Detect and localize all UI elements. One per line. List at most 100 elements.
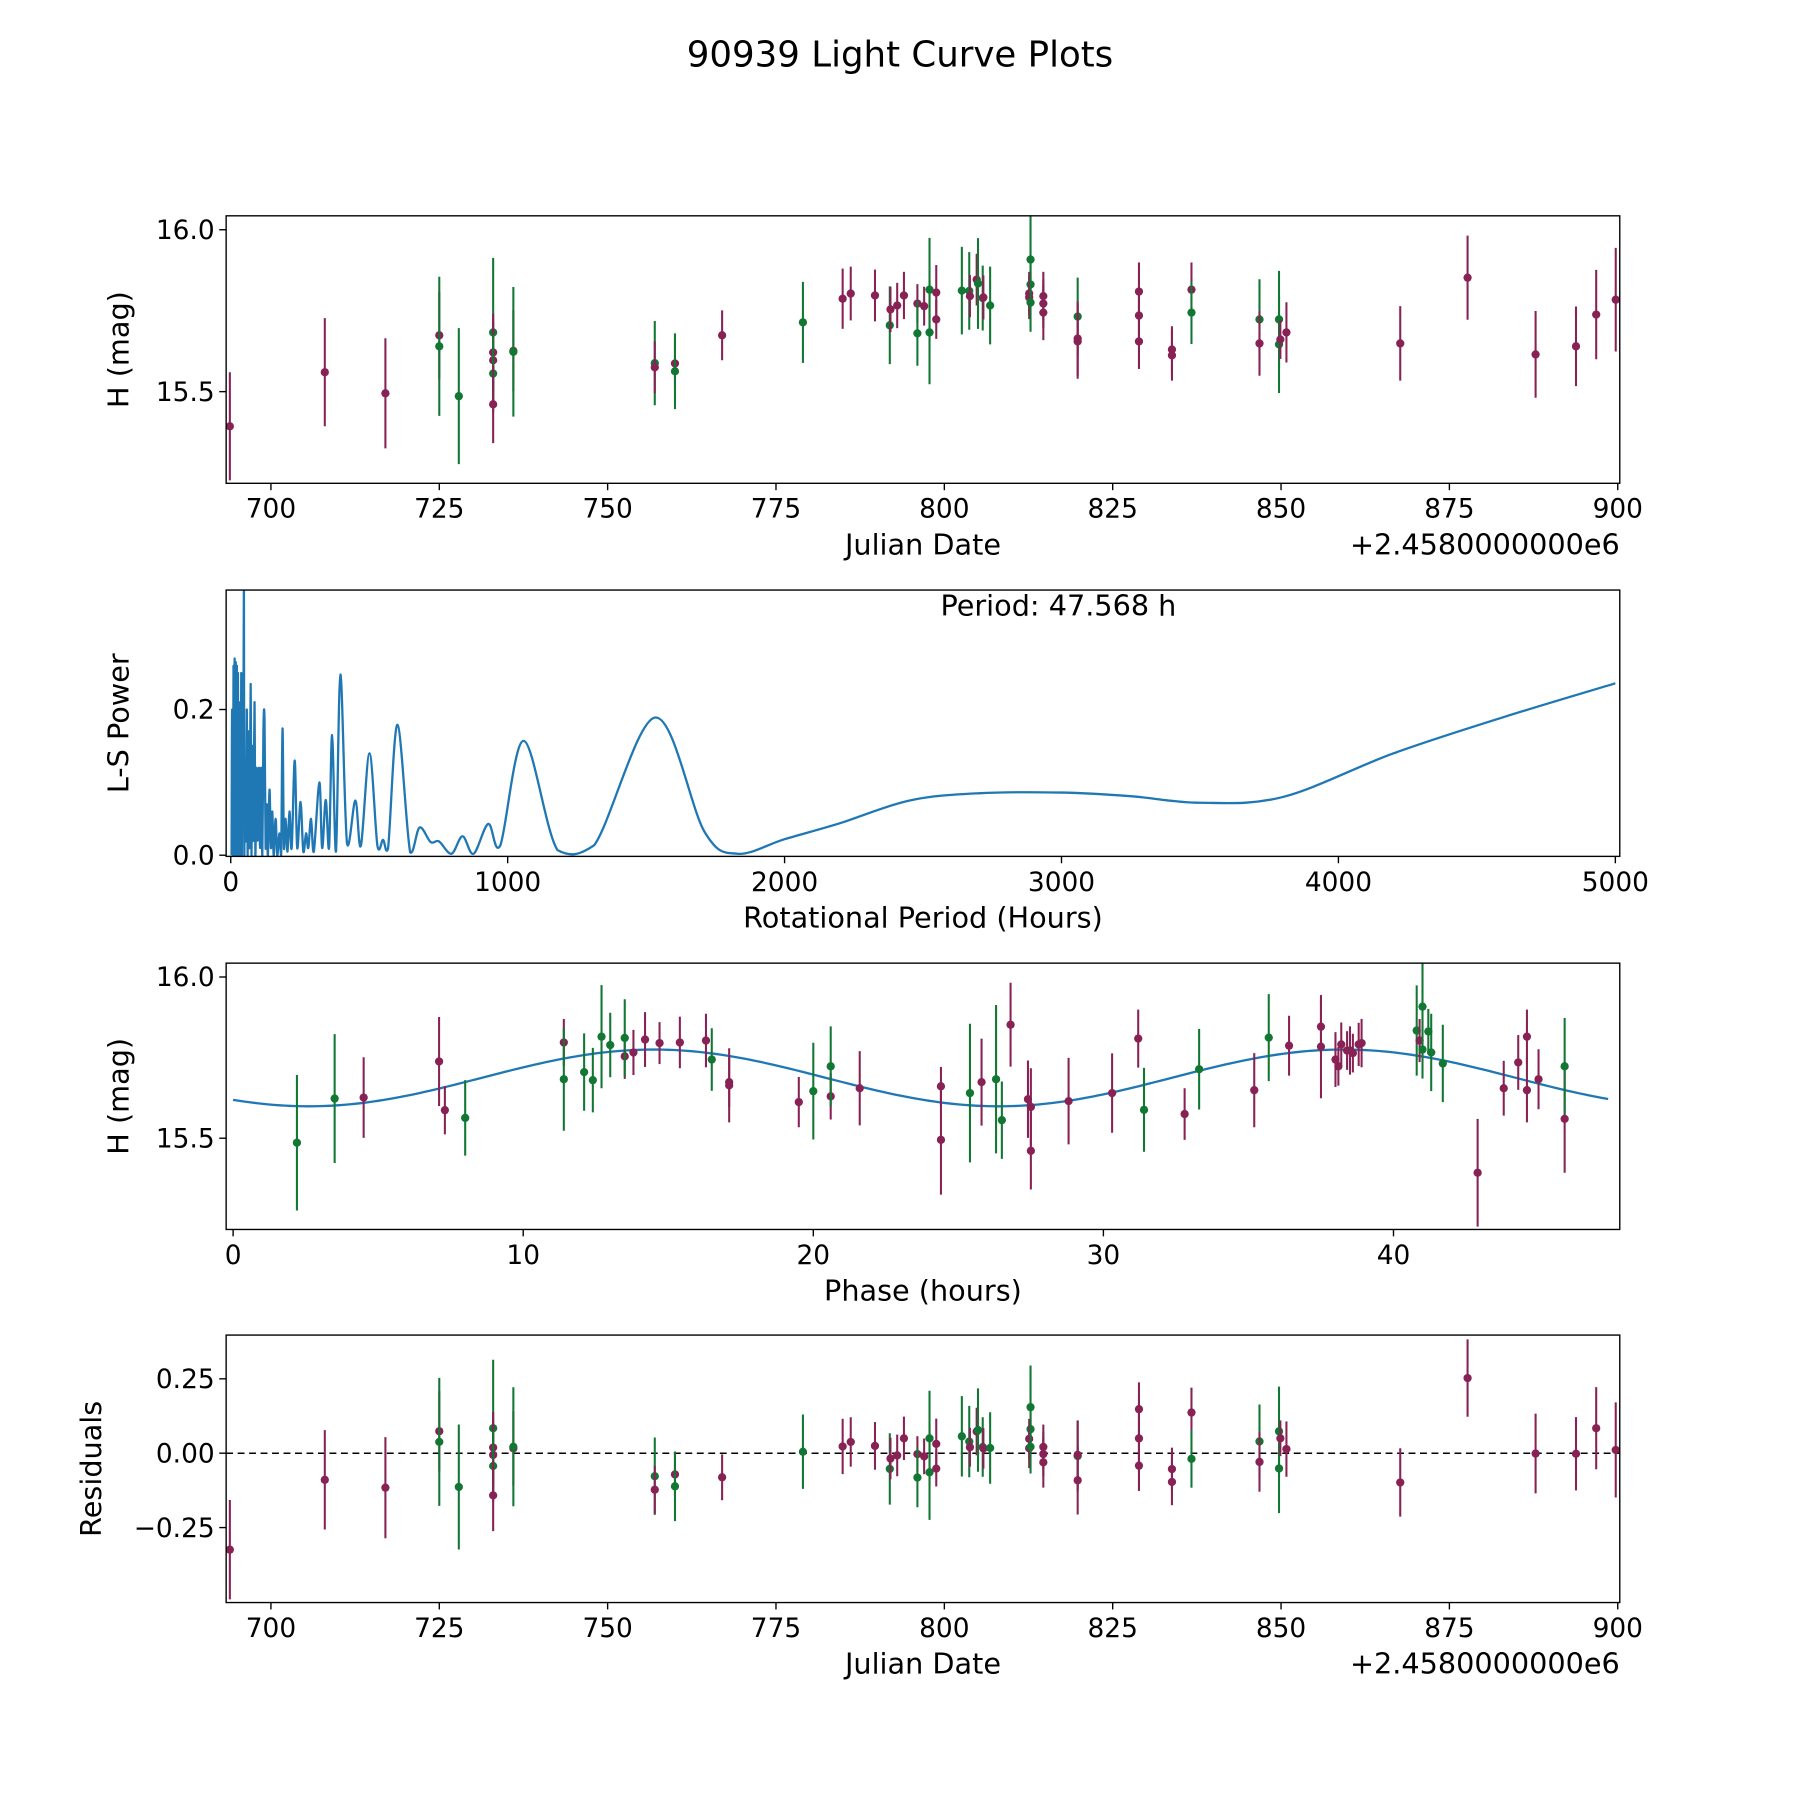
data-point [913,329,922,338]
x-tick-label: 4000 [1305,867,1372,898]
data-point [440,1106,450,1115]
data-point [1531,350,1540,359]
x-tick-label: 775 [751,1613,801,1644]
data-point [920,302,929,311]
data-point [226,422,234,431]
data-point [936,1082,946,1091]
x-axis-label: Rotational Period (Hours) [743,901,1103,935]
data-point [932,288,941,297]
data-point [893,301,902,310]
data-point [1473,1168,1482,1177]
data-point [1396,339,1405,348]
data-point [1039,308,1048,317]
data-point [899,1434,909,1443]
data-point [965,1443,975,1452]
y-axis-label: H (mag) [102,1038,136,1155]
data-point [330,1094,339,1103]
axis-offset-text: +2.4580000000e6 [1350,1647,1620,1681]
data-point [1531,1449,1540,1458]
data-point [1571,342,1581,351]
data-point [1026,1102,1036,1112]
data-point [675,1038,684,1047]
data-point [1026,1146,1036,1155]
data-point [925,328,934,337]
data-point [509,1442,518,1451]
x-tick-label: 0 [222,867,239,898]
axes-frame [225,962,1621,1231]
data-point [973,279,983,288]
data-point [1187,1454,1196,1463]
data-point [1571,1449,1581,1458]
data-point [886,1454,895,1463]
data-point [1134,337,1144,346]
x-tick-label: 1000 [474,867,541,898]
x-axis-label: Phase (hours) [824,1274,1022,1308]
axes-frame [225,1334,1621,1604]
x-tick-label: 850 [1256,1613,1306,1644]
data-point [1026,1403,1035,1412]
data-point [1073,1450,1082,1459]
x-tick-label: 5000 [1582,867,1649,898]
model-curve [232,1048,1609,1108]
data-point [1187,1408,1196,1417]
data-point [629,1048,638,1057]
data-point [1316,1042,1326,1051]
y-axis-label: H (mag) [102,291,136,408]
data-point [1337,1040,1346,1049]
data-point [809,1087,818,1096]
data-point [1134,1034,1143,1043]
data-point [936,1135,946,1144]
data-point [1282,1444,1291,1454]
x-tick-label: 875 [1424,494,1474,525]
data-point [1026,298,1035,307]
data-point [920,1452,929,1461]
data-point [1611,295,1620,304]
x-tick-label: 40 [1377,1240,1411,1271]
data-point [588,1076,597,1085]
data-point [489,1491,498,1500]
axes-frame [225,215,1621,484]
data-point [957,286,966,295]
data-point [320,368,329,377]
data-point [670,367,680,376]
data-point [381,389,390,398]
y-tick-label: 15.5 [156,1123,215,1154]
x-tick-label: 700 [246,494,296,525]
data-point [838,294,847,303]
data-point [1006,1020,1015,1029]
data-point [1592,310,1601,319]
data-point [1522,1032,1532,1041]
data-point [454,1482,463,1492]
data-point [1331,1055,1340,1064]
residuals-panel: 700 725 750 775 800 825 850 875 900 −0.25 0.00 0.25… [74,1334,1643,1681]
data-point [846,289,855,298]
x-tick-label: 775 [751,494,801,525]
data-point [1187,308,1196,317]
data-point [991,1075,1001,1084]
x-axis-label: Julian Date [843,1647,1001,1681]
data-point [977,1077,986,1087]
periodogram-line [230,590,1616,857]
data-point [1073,337,1082,346]
plot-area [232,963,1609,1227]
data-point [650,1485,659,1494]
data-point [454,392,463,401]
data-point [1134,1434,1144,1443]
x-tick-label: 825 [1088,1613,1138,1644]
data-point [1560,1114,1569,1124]
period-annotation: Period: 47.568 h [940,588,1176,622]
data-point [320,1475,329,1484]
y-tick-label: 15.5 [156,377,215,408]
data-point [957,1432,966,1441]
y-tick-label: −0.25 [134,1513,215,1544]
data-point [1424,1027,1433,1036]
data-point [292,1138,302,1147]
figure-title: 90939 Light Curve Plots [687,35,1113,76]
data-point [650,363,659,372]
axes-frame [225,589,1621,858]
data-point [870,291,880,300]
data-point [925,1468,934,1477]
data-point [899,291,909,300]
data-point [1139,1105,1149,1114]
phased-panel: 0 10 20 30 40 15.5 16.0 Phase (hours) H (mag) [102,962,1621,1308]
